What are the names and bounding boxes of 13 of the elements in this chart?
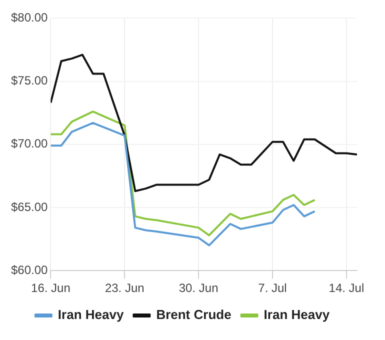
legend-label: Iran Heavy	[264, 307, 330, 322]
y-tick-label: $60.00	[11, 262, 48, 277]
x-tick-label: 23. Jun	[104, 281, 144, 296]
y-tick-label: $65.00	[11, 200, 48, 214]
x-tick-label: 7. Jul	[258, 281, 287, 296]
x-tick-label: 30. Jun	[178, 281, 218, 296]
y-tick-label: $75.00	[11, 74, 48, 88]
legend-label: Iran Heavy	[58, 307, 124, 322]
y-tick-label: $70.00	[11, 136, 48, 151]
legend-label: Brent Crude	[156, 307, 232, 322]
y-tick-label: $80.00	[11, 10, 48, 25]
x-tick-label: 16. Jun	[31, 281, 70, 296]
x-tick-label: 14. Jul	[328, 281, 364, 296]
